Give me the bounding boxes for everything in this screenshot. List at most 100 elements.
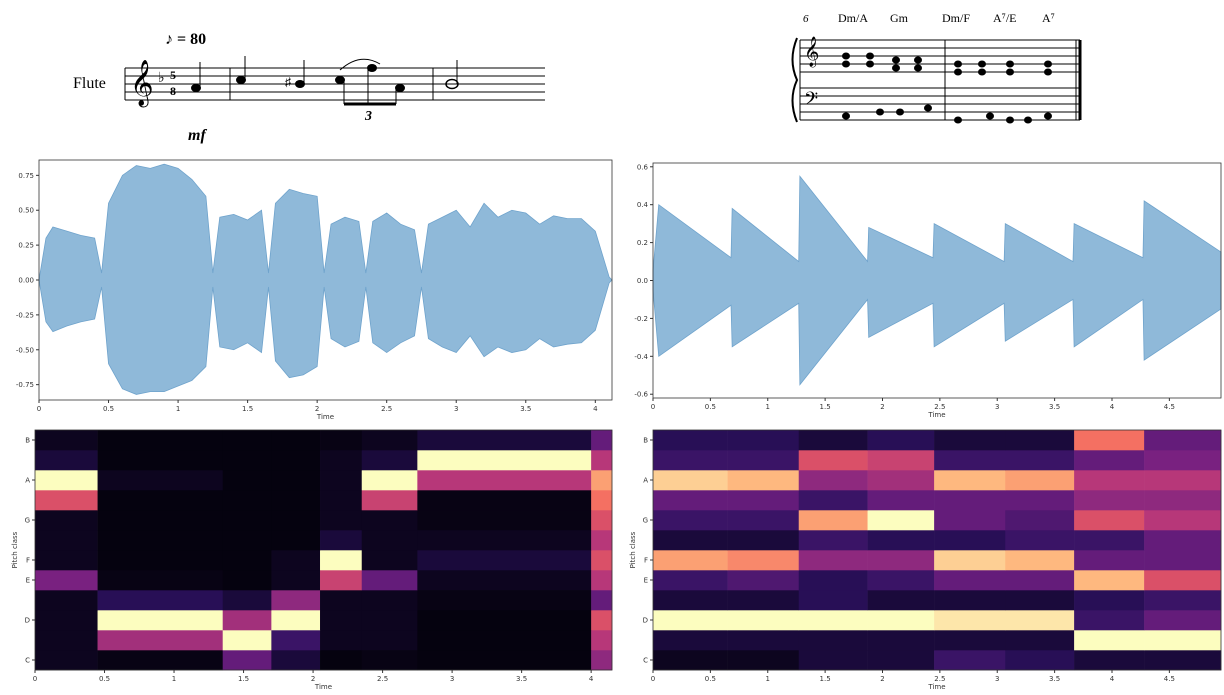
heatmap-cell (361, 530, 418, 551)
x-tick-label: 0 (651, 675, 655, 683)
heatmap-cell (798, 510, 868, 531)
heatmap-cell (867, 570, 935, 591)
x-tick-label: 3.5 (1049, 403, 1060, 411)
plot-frame (34, 429, 613, 671)
y-tick-label: -0.75 (16, 381, 34, 389)
heatmap-cell (1074, 550, 1145, 571)
x-tick-label: 0 (33, 675, 37, 683)
plot-frame (38, 159, 613, 401)
heatmap-cell (1074, 590, 1145, 611)
heatmap-cell (1074, 650, 1145, 671)
heatmap-cell (320, 570, 363, 591)
heatmap-cell (361, 550, 418, 571)
y-tick-label: 0.00 (18, 277, 34, 285)
y-tick-label: D (643, 617, 648, 625)
heatmap-cell (591, 610, 613, 631)
x-tick-label: 0.5 (99, 675, 110, 683)
y-tick-label: B (643, 437, 648, 445)
x-tick-label: 0 (37, 405, 41, 413)
plot-frame (652, 429, 1222, 671)
heatmap-cell (222, 510, 272, 531)
heatmap-cell (35, 650, 98, 671)
left-score: 𝄞 ♭ ♯ (124, 56, 545, 108)
x-tick-label: 4 (593, 405, 598, 413)
x-tick-label: 1 (176, 405, 180, 413)
heatmap-cell (867, 530, 935, 551)
y-tick-label: C (25, 657, 30, 665)
heatmap-cell (653, 470, 728, 491)
y-tick-label: C (643, 657, 648, 665)
heatmap-cell (934, 510, 1006, 531)
heatmap-cell (1005, 450, 1075, 471)
y-tick-label: 0.2 (637, 239, 648, 247)
heatmap-cell (591, 570, 613, 591)
heatmap-cell (1005, 610, 1075, 631)
heatmap-cell (222, 630, 272, 651)
heatmap-cell (727, 490, 800, 511)
heatmap-cell (867, 550, 935, 571)
heatmap-cell (653, 650, 728, 671)
heatmap-cell (320, 470, 363, 491)
heatmap-cell (1074, 510, 1145, 531)
measure-number: 6 (803, 13, 809, 25)
heatmap-cell (1074, 530, 1145, 551)
heatmap-cell (653, 630, 728, 651)
heatmap-cell (35, 450, 98, 471)
heatmap-cell (35, 610, 98, 631)
heatmap-cell (1074, 610, 1145, 631)
heatmap-cell (1144, 610, 1222, 631)
heatmap-cell (1144, 590, 1222, 611)
heatmap-cell (271, 430, 321, 451)
heatmap-cell (1005, 590, 1075, 611)
heatmap-cell (417, 590, 592, 611)
heatmap-cell (35, 550, 98, 571)
heatmap-cell (798, 430, 868, 451)
heatmap-cell (934, 550, 1006, 571)
heatmap-cell (222, 490, 272, 511)
heatmap-cell (271, 570, 321, 591)
heatmap-cell (35, 490, 98, 511)
heatmap-cell (271, 650, 321, 671)
x-tick-label: 0.5 (705, 675, 716, 683)
heatmap-cell (320, 530, 363, 551)
heatmap-cell (1005, 530, 1075, 551)
heatmap-cell (867, 490, 935, 511)
heatmap-cell (271, 470, 321, 491)
x-axis-label: Time (316, 413, 334, 421)
heatmap-cell (867, 650, 935, 671)
heatmap-cell (867, 590, 935, 611)
x-tick-label: 0 (651, 403, 655, 411)
heatmap-cell (653, 530, 728, 551)
waveform (38, 163, 613, 395)
chord: Dm/F (942, 11, 970, 25)
heatmap-cell (1005, 430, 1075, 451)
heatmap-cell (591, 550, 613, 571)
x-tick-label: 2 (880, 403, 884, 411)
heatmap-cell (97, 650, 223, 671)
heatmap-cell (653, 590, 728, 611)
heatmap-cell (271, 630, 321, 651)
heatmap-cell (727, 550, 800, 571)
y-axis-label: Pitch class (11, 531, 19, 568)
heatmap-cell (1074, 570, 1145, 591)
x-tick-label: 4 (1110, 403, 1115, 411)
heatmap-cell (97, 610, 223, 631)
heatmap-cell (97, 590, 223, 611)
heatmap-cell (361, 630, 418, 651)
heatmap-cell (934, 650, 1006, 671)
waveform (652, 175, 1222, 386)
heatmap-cell (1074, 470, 1145, 491)
heatmap-cell (417, 630, 592, 651)
heatmap-cell (1005, 570, 1075, 591)
heatmap-cell (320, 430, 363, 451)
heatmap-cell (1005, 470, 1075, 491)
heatmap-cell (320, 630, 363, 651)
heatmap-cell (97, 550, 223, 571)
x-tick-label: 0.5 (103, 405, 114, 413)
heatmap-cell (934, 490, 1006, 511)
heatmap-cell (97, 630, 223, 651)
heatmap-cell (934, 470, 1006, 491)
svg-text:𝄞: 𝄞 (130, 60, 154, 108)
heatmap-cell (798, 490, 868, 511)
heatmap-cell (417, 550, 592, 571)
